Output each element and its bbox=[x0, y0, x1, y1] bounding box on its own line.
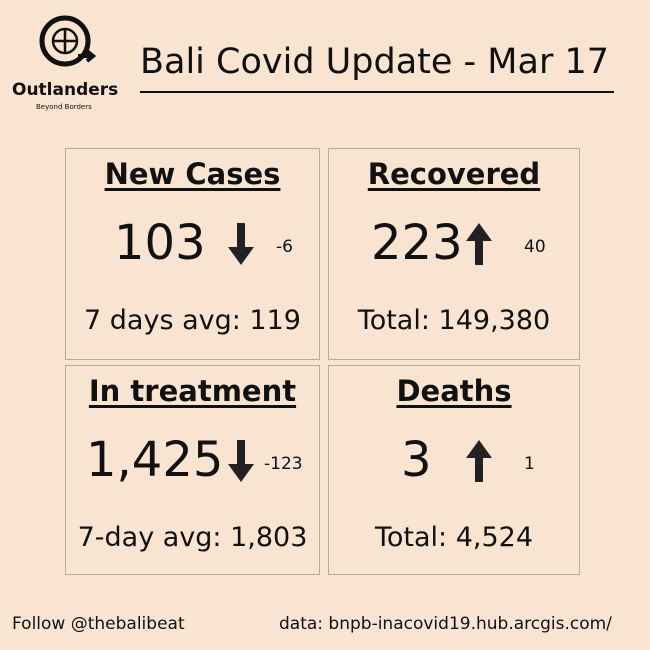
follow: Follow @thebalibeat bbox=[12, 614, 185, 634]
card-heading: New Cases bbox=[104, 157, 281, 191]
card-change: -123 bbox=[264, 454, 303, 474]
card-footer: 7-day avg: 1,803 bbox=[77, 522, 308, 553]
card-footer: 7 days avg: 119 bbox=[84, 305, 301, 336]
trend-arrow bbox=[228, 440, 254, 482]
card-value: 1,425 bbox=[86, 432, 224, 488]
card-footer: Total: 149,380 bbox=[357, 305, 551, 336]
card-value: 223 bbox=[371, 215, 463, 271]
card-footer: Total: 4,524 bbox=[374, 522, 534, 553]
card-change: 40 bbox=[524, 237, 546, 257]
stat-card: Recovered 223 40 Total: 149,380 bbox=[328, 148, 580, 360]
card-heading: Recovered bbox=[367, 157, 541, 191]
trend-arrow bbox=[228, 223, 254, 265]
stat-card: Deaths 3 1 Total: 4,524 bbox=[328, 365, 580, 575]
logo-tagline: Beyond Borders bbox=[36, 103, 92, 111]
card-value: 3 bbox=[401, 432, 432, 488]
logo-icon bbox=[39, 15, 96, 67]
title: Bali Covid Update - Mar 17 bbox=[140, 42, 609, 82]
source: data: bnpb-inacovid19.hub.arcgis.com/ bbox=[279, 614, 612, 634]
stat-card: New Cases 103 -6 7 days avg: 119 bbox=[65, 148, 320, 360]
trend-arrow bbox=[466, 223, 492, 265]
trend-arrow bbox=[466, 440, 492, 482]
card-change: 1 bbox=[524, 454, 535, 474]
card-value: 103 bbox=[114, 215, 206, 271]
card-change: -6 bbox=[276, 237, 293, 257]
title-rule bbox=[140, 91, 614, 93]
stat-card: In treatment 1,425 -123 7-day avg: 1,803 bbox=[65, 365, 320, 575]
logo-name: Outlanders bbox=[12, 80, 119, 100]
card-heading: Deaths bbox=[396, 374, 512, 408]
card-heading: In treatment bbox=[88, 374, 297, 408]
